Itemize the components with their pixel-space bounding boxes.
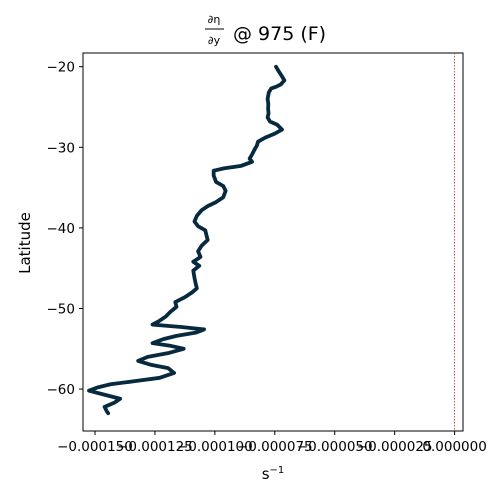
y-tick-label: −20 xyxy=(47,60,76,76)
x-tick-label: −0.000075 xyxy=(237,439,313,455)
y-tick-label: −40 xyxy=(47,221,76,237)
title-denominator: ∂y xyxy=(208,34,221,47)
x-tick-label: −0.000100 xyxy=(177,439,253,455)
y-axis-label: Latitude xyxy=(16,212,34,274)
title-suffix: @ 975 (F) xyxy=(233,23,326,45)
title-numerator: ∂η xyxy=(208,13,221,26)
x-tick-label: −0.000125 xyxy=(117,439,193,455)
plot-area-frame xyxy=(82,52,464,432)
chart-title: ∂η ∂y @ 975 (F) xyxy=(205,13,326,47)
y-tick-label: −50 xyxy=(47,301,76,317)
x-tick-label: 0.000000 xyxy=(422,439,486,455)
y-tick-label: −30 xyxy=(47,140,76,156)
series-line xyxy=(87,64,287,416)
x-tick-label: −0.000150 xyxy=(57,439,133,455)
x-axis: −0.000150−0.000125−0.000100−0.000075−0.0… xyxy=(57,431,487,455)
y-tick-label: −60 xyxy=(47,382,76,398)
x-tick-label: −0.000050 xyxy=(297,439,373,455)
x-axis-label: s−1 xyxy=(262,465,285,483)
y-axis: −20 −30 −40 −50 −60 xyxy=(47,60,83,398)
x-tick-label: −0.000025 xyxy=(357,439,433,455)
